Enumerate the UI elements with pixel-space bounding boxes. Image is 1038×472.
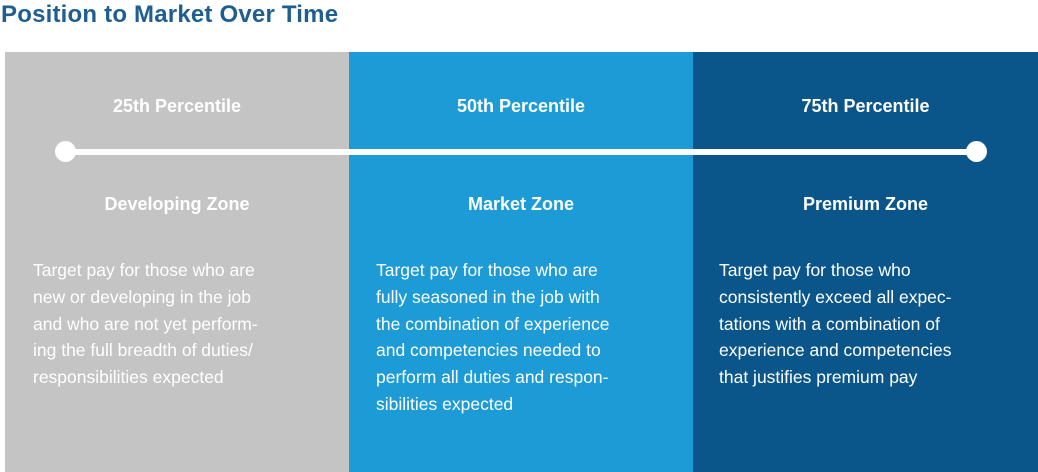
market-percentile-label: 50th Percentile <box>456 96 586 116</box>
premium-zone-description: Target pay for those who consistently ex… <box>719 260 952 388</box>
premium-zone-panel: 75th Percentile Premium Zone Target pay … <box>693 52 1038 472</box>
zones-diagram: 25th Percentile Developing Zone Target p… <box>5 52 1038 472</box>
developing-percentile-label: 25th Percentile <box>112 96 242 116</box>
page-title: Position to Market Over Time <box>1 1 339 28</box>
scale-end-dot <box>966 141 987 162</box>
developing-zone-panel: 25th Percentile Developing Zone Target p… <box>5 52 349 472</box>
premium-zone-title: Premium Zone <box>802 194 929 214</box>
scale-start-dot <box>55 141 76 162</box>
market-zone-panel: 50th Percentile Market Zone Target pay f… <box>349 52 693 472</box>
developing-zone-title: Developing Zone <box>104 194 250 214</box>
premium-percentile-label: 75th Percentile <box>801 96 930 116</box>
percentile-scale-line <box>65 149 977 155</box>
developing-zone-description: Target pay for those who are new or deve… <box>33 260 258 388</box>
market-zone-title: Market Zone <box>467 194 575 214</box>
market-zone-description: Target pay for those who are fully seaso… <box>376 260 610 414</box>
